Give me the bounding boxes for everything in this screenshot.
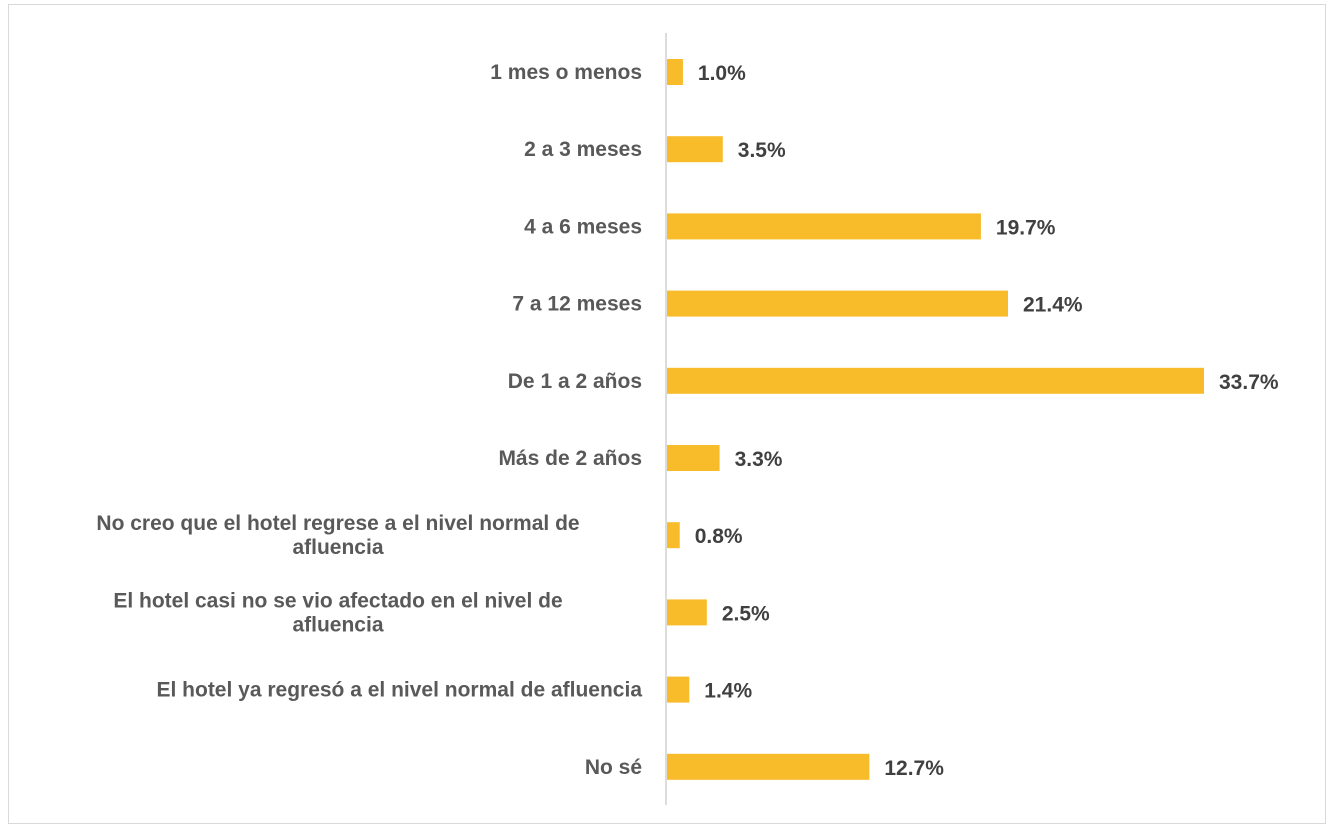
category-label: No sé [585, 756, 642, 779]
data-label: 33.7% [1219, 371, 1279, 394]
chart-area: 1.0% 1 mes o menos 3.5% 2 a 3 meses 19.7% 4 a… [8, 4, 1326, 824]
data-label: 12.7% [884, 757, 944, 780]
bar [667, 136, 723, 163]
bar [667, 599, 707, 626]
data-label: 1.0% [698, 62, 746, 85]
data-label: 1.4% [704, 680, 752, 703]
data-label: 2.5% [722, 602, 770, 625]
data-label: 21.4% [1023, 294, 1083, 317]
bar [667, 522, 680, 549]
category-label: 4 a 6 meses [524, 215, 642, 238]
category-label: El hotel ya regresó a el nivel normal de… [156, 679, 642, 702]
category-label: Más de 2 años [498, 447, 642, 470]
category-label: afluencia [292, 613, 383, 636]
category-label: El hotel casi no se vio afectado en el n… [113, 589, 562, 612]
bar [667, 213, 981, 240]
category-label: 1 mes o menos [490, 61, 642, 84]
data-label: 0.8% [695, 525, 743, 548]
bar [667, 367, 1204, 394]
bar [667, 676, 690, 703]
bar [667, 290, 1009, 317]
category-label: 7 a 12 meses [512, 293, 642, 316]
data-label: 19.7% [996, 216, 1056, 239]
category-label: De 1 a 2 años [508, 370, 642, 393]
bar [667, 753, 870, 780]
category-label: afluencia [292, 536, 383, 559]
data-label: 3.3% [735, 448, 783, 471]
bar [667, 445, 720, 471]
category-label: No creo que el hotel regrese a el nivel … [96, 512, 579, 535]
data-label: 3.5% [738, 139, 786, 162]
bar-chart: 1.0% 1 mes o menos 3.5% 2 a 3 meses 19.7% 4 a… [96, 33, 1279, 805]
bar [667, 59, 683, 85]
category-label: 2 a 3 meses [524, 138, 642, 161]
